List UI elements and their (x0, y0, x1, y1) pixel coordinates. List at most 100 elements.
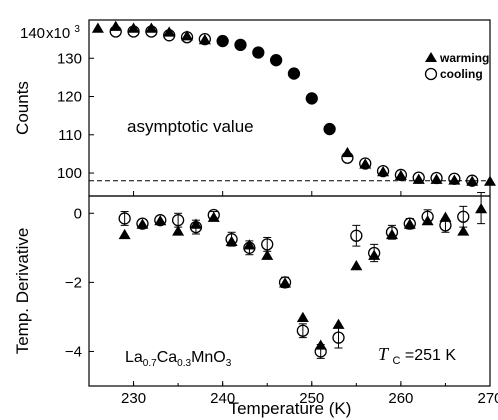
bottom-plot-frame (88, 195, 491, 387)
legend-cooling-label: cooling (440, 67, 483, 81)
bottom-warming-point (403, 218, 416, 229)
top-warming-point (163, 26, 176, 37)
bottom-cooling-point (296, 324, 310, 337)
bottom-warming-point (172, 225, 185, 236)
top-cooling-point (163, 29, 176, 42)
bottom-cooling-point (278, 276, 292, 289)
bottom-warming-point (439, 211, 452, 222)
top-warming-point (306, 92, 318, 104)
top-warming-point (198, 34, 211, 45)
bottom-warming-point (350, 259, 363, 271)
top-warming-point (484, 175, 496, 186)
top-warming-point (181, 30, 194, 41)
top-warming-point (448, 174, 461, 185)
top-cooling-point (287, 67, 301, 80)
top-cooling-point (466, 174, 479, 187)
bottom-cooling-point (118, 212, 131, 225)
top-cooling-point (430, 171, 443, 185)
top-plot-frame (88, 19, 491, 197)
legend: warming cooling (424, 51, 489, 81)
bottom-cooling-point (154, 214, 167, 227)
x-axis-label: Temperature (K) (229, 399, 352, 418)
x-tick-label: 230 (121, 390, 146, 407)
top-cooling-point (145, 25, 158, 38)
top-cooling-point (394, 168, 408, 182)
top-cooling-point (341, 151, 354, 164)
bottom-warming-point (385, 228, 398, 240)
bottom-cooling-point (136, 217, 149, 230)
bottom-warming-point (421, 215, 434, 226)
legend-cooling-marker (424, 67, 438, 81)
bottom-warming-point (475, 202, 488, 214)
x-tick-label: 260 (388, 390, 413, 407)
top-y-tick-label: 110 (58, 127, 82, 144)
bottom-warming-point (279, 277, 292, 288)
bottom-warming-point (368, 249, 381, 260)
bottom-warming-point (189, 218, 202, 229)
top-warming-point (234, 39, 246, 51)
top-cooling-point (269, 54, 283, 67)
top-y-axis-label: Counts (13, 81, 32, 135)
bottom-warming-point (225, 235, 238, 247)
bottom-cooling-point (457, 210, 470, 223)
legend-warming-label: warming (439, 51, 489, 65)
bottom-y-tick-label: −2 (65, 274, 82, 291)
top-cooling-point (252, 46, 265, 59)
bottom-warming-point (207, 211, 220, 222)
bottom-warming-point (154, 215, 167, 226)
x-tick-label: 270 (477, 390, 498, 407)
bottom-warming-point (314, 339, 327, 350)
top-warming-point (394, 169, 407, 181)
formula-annotation: La0.7Ca0.3MnO3 (125, 349, 232, 369)
top-y-tick-label: 120 (57, 89, 82, 106)
top-cooling-point (412, 171, 425, 184)
top-cooling-point (448, 172, 461, 185)
top-warming-point (270, 54, 282, 66)
top-warming-point (252, 47, 264, 59)
x-tick-label: 250 (299, 390, 324, 407)
top-warming-point (127, 22, 140, 33)
top-y-multiplier: x10 3 (46, 24, 80, 42)
bottom-cooling-point (403, 217, 416, 230)
bottom-warming-point (243, 239, 256, 250)
top-warming-point (324, 123, 336, 135)
bottom-cooling-point (350, 229, 363, 242)
top-warming-point (217, 35, 229, 47)
top-y-tick-label: 130 (57, 50, 82, 67)
top-cooling-point (305, 92, 318, 105)
bottom-warming-point (457, 225, 470, 236)
top-cooling-point (198, 32, 211, 46)
top-warming-point (288, 68, 300, 80)
top-warming-point (430, 173, 443, 184)
top-cooling-point (180, 31, 194, 44)
top-y-tick-label: 100 (57, 165, 82, 182)
bottom-y-tick-label: −4 (65, 343, 82, 360)
legend-warming-marker (425, 52, 437, 62)
top-warming-point (377, 166, 390, 177)
bottom-cooling-point (332, 331, 345, 344)
top-warming-point (412, 173, 425, 184)
tc-annotation: T C =251 K (378, 344, 456, 368)
bottom-warming-point (261, 249, 274, 260)
top-warming-point (91, 22, 104, 33)
top-warming-point (466, 175, 479, 186)
x-tick-label: 240 (210, 390, 235, 407)
top-cooling-point (127, 25, 140, 38)
top-warming-point (145, 22, 158, 33)
bottom-warming-point (332, 318, 345, 329)
top-warming-point (359, 158, 372, 169)
top-cooling-point (359, 157, 372, 170)
top-cooling-point (323, 122, 336, 136)
top-cooling-point (376, 164, 390, 178)
top-cooling-point (234, 38, 247, 52)
bottom-warming-point (296, 311, 309, 323)
top-y-tick-label: 140 (20, 25, 45, 42)
bottom-y-axis-label: Temp. Derivative (13, 228, 32, 355)
top-cooling-point (109, 25, 122, 38)
bottom-y-tick-label: 0 (74, 205, 82, 222)
top-cooling-point (216, 34, 229, 48)
asymptotic-value-annotation: asymptotic value (127, 117, 254, 136)
bottom-warming-point (136, 218, 149, 229)
bottom-warming-point (118, 228, 131, 240)
